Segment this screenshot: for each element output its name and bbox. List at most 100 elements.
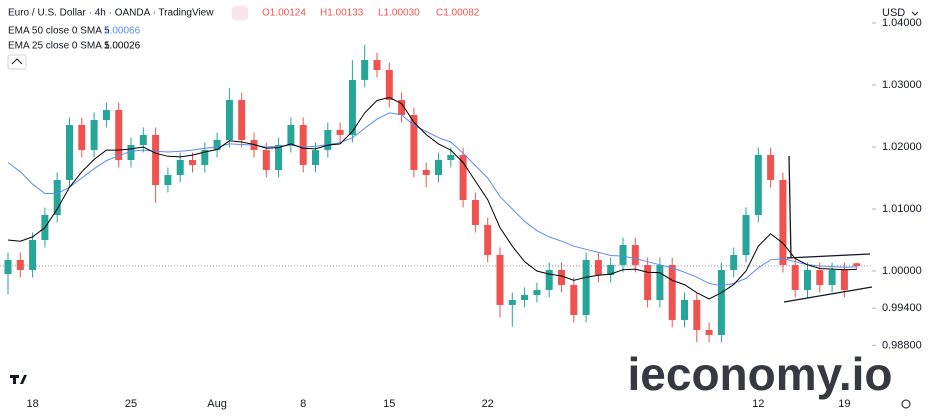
candle-body bbox=[127, 145, 135, 161]
legend-value: 1.00026 bbox=[104, 41, 141, 52]
candle-body bbox=[262, 149, 270, 170]
x-tick-label: 25 bbox=[125, 398, 137, 410]
candle-body bbox=[459, 154, 467, 200]
candle-body bbox=[152, 134, 160, 185]
candle-body bbox=[115, 109, 123, 161]
trend-line bbox=[786, 253, 871, 259]
candle-body bbox=[619, 245, 627, 265]
collapse-button[interactable] bbox=[7, 54, 27, 70]
candle-body bbox=[607, 264, 615, 276]
plot-area bbox=[0, 44, 872, 343]
x-tick-label: 15 bbox=[383, 398, 395, 410]
logo bbox=[10, 375, 27, 384]
candle-body bbox=[336, 130, 344, 135]
candle-body bbox=[164, 175, 172, 185]
candle-body bbox=[644, 264, 652, 300]
legend-label: EMA 50 close 0 SMA 5 bbox=[8, 26, 110, 37]
candle-body bbox=[730, 254, 738, 270]
legend: EMA 50 close 0 SMA 51.00066 EMA 25 close … bbox=[8, 26, 141, 52]
candle-body bbox=[668, 264, 676, 320]
candle-body bbox=[90, 120, 98, 150]
candle-body bbox=[225, 99, 233, 140]
candle-body bbox=[521, 294, 529, 300]
ohlc-value: C1.00082 bbox=[436, 8, 480, 19]
candle-body bbox=[631, 245, 639, 265]
currency-label[interactable]: USD bbox=[882, 7, 905, 19]
candle-body bbox=[791, 264, 799, 290]
candle-body bbox=[840, 269, 848, 290]
candle-body bbox=[545, 269, 553, 290]
candle-body bbox=[361, 60, 369, 80]
candle-body bbox=[471, 199, 479, 225]
candle-body bbox=[422, 169, 430, 176]
ohlc-value: L1.00030 bbox=[378, 8, 420, 19]
candle-body bbox=[66, 124, 73, 180]
candle-body bbox=[435, 160, 442, 176]
chart-title: Euro / U.S. Dollar · 4h · OANDA · Tradin… bbox=[8, 8, 214, 19]
x-tick-label: 19 bbox=[838, 398, 850, 410]
candle-body bbox=[705, 330, 713, 335]
ohlc-legend: O1.00124 H1.00133 L1.00030 C1.00082 bbox=[262, 8, 480, 19]
candle-body bbox=[558, 269, 565, 285]
candle-body bbox=[570, 284, 578, 316]
candle-body bbox=[238, 99, 246, 140]
y-tick-label: 0.99400 bbox=[882, 302, 922, 314]
x-tick-label: 12 bbox=[752, 398, 764, 410]
x-tick-label: 22 bbox=[482, 398, 494, 410]
candle-body bbox=[594, 260, 602, 276]
candle-body bbox=[275, 145, 283, 170]
trend-line bbox=[783, 286, 873, 303]
trend-drawings bbox=[783, 155, 873, 303]
flag-button[interactable] bbox=[232, 6, 248, 20]
candle-body bbox=[582, 260, 590, 316]
ohlc-value: H1.00133 bbox=[320, 8, 364, 19]
candle-body bbox=[312, 149, 319, 165]
y-tick-label: 1.01000 bbox=[882, 203, 922, 215]
candle-body bbox=[373, 60, 381, 70]
settings-icon[interactable] bbox=[901, 399, 911, 409]
currency-dropdown bbox=[911, 11, 919, 16]
candle-body bbox=[717, 269, 725, 335]
trend-line bbox=[788, 155, 792, 259]
legend-label: EMA 25 close 0 SMA 5 bbox=[8, 41, 110, 52]
indicator-line bbox=[7, 96, 857, 300]
candle-body bbox=[324, 130, 332, 150]
candle-body bbox=[29, 239, 37, 270]
y-tick-label: 1.02000 bbox=[882, 141, 922, 153]
candle-body bbox=[754, 154, 762, 216]
candle-body bbox=[693, 299, 701, 331]
candle-body bbox=[299, 124, 307, 165]
x-tick-label: Aug bbox=[207, 398, 227, 410]
y-tick-label: 1.04000 bbox=[882, 17, 922, 29]
indicator-line bbox=[7, 112, 857, 287]
y-tick-label: 1.00000 bbox=[882, 265, 922, 277]
candle-body bbox=[767, 154, 775, 180]
candle-body bbox=[779, 179, 787, 265]
candle-body bbox=[816, 269, 824, 285]
candle-body bbox=[447, 154, 455, 161]
candle-body bbox=[533, 289, 541, 295]
candle-body bbox=[287, 124, 295, 146]
ohlc-value: O1.00124 bbox=[262, 8, 306, 19]
x-tick-label: 8 bbox=[300, 398, 306, 410]
legend-value: 1.00066 bbox=[104, 26, 141, 37]
candle-body bbox=[102, 109, 110, 121]
candle-body bbox=[385, 69, 393, 100]
candle-body bbox=[398, 99, 406, 116]
y-tick-label: 1.03000 bbox=[882, 79, 922, 91]
candle-body bbox=[656, 264, 664, 300]
candle-body bbox=[681, 299, 688, 320]
candle-body bbox=[804, 269, 811, 290]
candle-body bbox=[53, 179, 61, 216]
candle-body bbox=[16, 260, 24, 270]
axes: 0.98800 0.99400 1.00000 1.01000 1.02000 1.030… bbox=[26, 17, 921, 410]
x-tick-label: 18 bbox=[26, 398, 38, 410]
candle-body bbox=[201, 149, 209, 165]
candle-body bbox=[496, 254, 504, 305]
y-tick-label: 0.98800 bbox=[882, 339, 922, 351]
candle-body bbox=[484, 224, 492, 255]
candle-body bbox=[213, 139, 221, 150]
candle-body bbox=[176, 160, 184, 176]
candle-body bbox=[508, 299, 516, 305]
